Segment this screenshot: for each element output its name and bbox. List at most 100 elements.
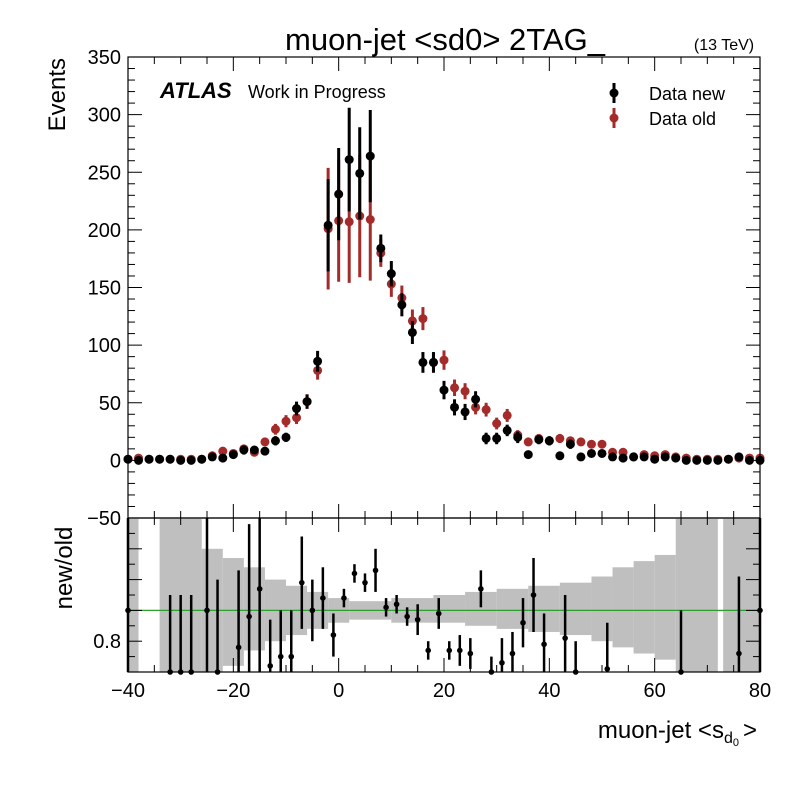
- marker: [565, 439, 575, 449]
- ratio-panel: −40 −20 0 20 40 60 80 −50 0.8: [87, 508, 771, 702]
- ratio-marker: [256, 586, 263, 592]
- x-tick-label: 80: [749, 680, 771, 702]
- data-point: [534, 435, 544, 445]
- data-point: [513, 431, 523, 444]
- ratio-uncertainty-band: [128, 518, 760, 672]
- data-point: [492, 417, 502, 430]
- ratio-marker: [446, 647, 453, 654]
- marker: [239, 445, 249, 455]
- ratio-point: [267, 619, 274, 672]
- data-point: [481, 432, 491, 445]
- marker: [313, 356, 323, 366]
- ratio-point: [277, 610, 284, 672]
- ratio-point: [467, 638, 474, 669]
- ratio-point: [256, 518, 263, 672]
- data-point: [481, 402, 491, 417]
- marker: [450, 402, 460, 412]
- data-point: [281, 415, 291, 428]
- marker: [597, 448, 607, 458]
- data-point: [344, 107, 354, 212]
- data-point: [671, 453, 681, 463]
- ratio-marker: [362, 579, 368, 586]
- ratio-marker: [393, 601, 400, 608]
- marker: [418, 314, 428, 324]
- data-point: [450, 379, 460, 397]
- chart-title: muon-jet <sd0> 2TAG_: [285, 22, 606, 57]
- marker: [608, 452, 618, 462]
- marker: [523, 450, 533, 460]
- data-point: [586, 439, 596, 449]
- data-point: [471, 391, 481, 408]
- y-tick-label: 0: [110, 450, 121, 472]
- marker: [186, 455, 196, 465]
- data-point: [576, 452, 586, 462]
- data-point: [555, 433, 565, 443]
- ratio-point: [246, 524, 252, 672]
- marker: [218, 446, 228, 456]
- ratio-marker: [530, 592, 537, 598]
- ratio-y-tick-label: −50: [87, 508, 121, 530]
- data-point: [597, 448, 607, 458]
- data-point: [565, 439, 575, 449]
- ratio-marker: [404, 613, 410, 620]
- ratio-point: [530, 558, 537, 632]
- marker: [671, 453, 681, 463]
- y-axis-label: Events: [44, 58, 71, 131]
- data-point: [523, 437, 533, 447]
- data-point: [302, 394, 312, 409]
- data-point: [239, 445, 249, 455]
- data-point: [323, 179, 333, 272]
- data-point: [281, 432, 291, 442]
- ratio-point: [562, 595, 568, 672]
- ratio-marker: [372, 567, 379, 574]
- x-tick-label: −20: [216, 680, 250, 702]
- data-point: [260, 446, 270, 456]
- x-tick-label: 60: [644, 680, 666, 702]
- ratio-point: [372, 548, 379, 592]
- marker: [586, 448, 596, 458]
- marker: [344, 155, 354, 165]
- ratio-y-tick-label: 0.8: [93, 631, 121, 653]
- ratio-y-axis-label: new/old: [51, 527, 78, 610]
- data-point: [165, 454, 175, 464]
- x-axis-ticks: −40 −20 0 20 40 60 80: [111, 518, 771, 702]
- marker: [365, 215, 375, 225]
- data-point: [144, 454, 154, 464]
- marker: [407, 327, 417, 337]
- marker: [144, 454, 154, 464]
- ratio-marker: [351, 570, 358, 577]
- data-point: [418, 352, 428, 373]
- marker: [576, 437, 586, 447]
- data-point: [723, 454, 733, 464]
- marker: [460, 407, 470, 417]
- ratio-marker: [320, 595, 326, 601]
- ratio-point: [435, 598, 442, 629]
- marker: [471, 394, 481, 404]
- data-point: [439, 380, 449, 400]
- x-axis-label: muon-jet <sd0 >: [598, 717, 757, 749]
- data-point: [460, 383, 470, 400]
- ratio-point: [414, 604, 421, 636]
- ratio-marker: [478, 586, 484, 592]
- data-point: [523, 450, 533, 460]
- data-point: [218, 446, 228, 456]
- marker: [702, 455, 712, 465]
- data-point: [734, 452, 744, 462]
- marker: [481, 433, 491, 443]
- marker: [428, 357, 438, 367]
- data-point: [439, 350, 449, 370]
- marker: [534, 435, 544, 445]
- data-point: [197, 454, 207, 464]
- ratio-marker: [299, 579, 305, 586]
- data-point: [586, 448, 596, 458]
- marker: [723, 454, 733, 464]
- marker: [586, 439, 596, 449]
- data-point: [292, 401, 302, 416]
- data-point: [660, 452, 670, 462]
- band-segment: [654, 554, 676, 660]
- band-segment: [222, 558, 244, 666]
- data-point: [639, 452, 649, 462]
- series-data-new: [123, 107, 765, 465]
- marker: [555, 451, 565, 461]
- marker: [713, 455, 723, 465]
